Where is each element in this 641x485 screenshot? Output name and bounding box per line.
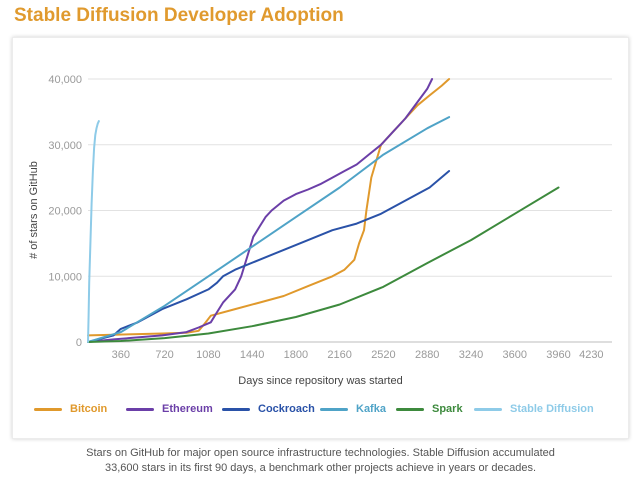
legend-label: Bitcoin [70,403,108,415]
y-tick-label: 30,000 [48,140,82,152]
legend-swatch [126,407,154,411]
legend-swatch [320,407,348,411]
y-tick-label: 0 [76,337,82,349]
x-tick-label: 2880 [415,349,439,361]
x-tick-label: 2520 [371,349,395,361]
x-tick-label: 1800 [284,349,308,361]
x-tick-label: 1080 [196,349,220,361]
legend-item-cockroach: Cockroach [222,403,315,415]
legend-item-bitcoin: Bitcoin [34,403,107,415]
caption-line-1: Stars on GitHub for major open source in… [86,447,555,459]
caption: Stars on GitHub for major open source in… [0,446,641,476]
series-lines [87,78,560,343]
x-axis-label: Days since repository was started [238,375,403,387]
y-axis-ticks: 0 10,000 20,000 30,000 40,000 [48,74,82,349]
y-tick-label: 40,000 [48,74,82,86]
legend-swatch [474,407,502,411]
x-tick-label: 3960 [546,349,570,361]
x-tick-label: 360 [112,349,130,361]
series-line-kafka [87,116,451,343]
legend-item-stable-diffusion: Stable Diffusion [474,403,594,415]
legend-label: Kafka [356,403,386,415]
x-tick-label: 3240 [459,349,483,361]
x-tick-label: 4230 [579,349,603,361]
x-tick-label: 3600 [502,349,526,361]
legend-label: Cockroach [258,403,315,415]
legend-label: Ethereum [162,403,213,415]
chart-panel [12,37,629,439]
gridlines [88,78,612,343]
series-line-ethereum [87,78,434,343]
legend-item-spark: Spark [396,403,463,415]
legend-item-ethereum: Ethereum [126,403,213,415]
y-axis-label: # of stars on GitHub [28,161,40,259]
legend-label: Spark [432,403,463,415]
legend-label: Stable Diffusion [510,403,594,415]
legend: Bitcoin Ethereum Cockroach Kafka Spark Stable… [34,403,624,417]
y-tick-label: 20,000 [48,206,82,218]
legend-swatch [222,407,250,411]
caption-line-2: 33,600 stars in its first 90 days, a ben… [104,462,537,474]
x-tick-label: 720 [155,349,173,361]
x-axis-ticks: 360 720 1080 1440 1800 2160 2520 2880 3240 3600 39… [112,349,604,361]
series-line-stable-diffusion [87,120,100,343]
legend-item-kafka: Kafka [320,403,386,415]
y-tick-label: 10,000 [48,271,82,283]
legend-swatch [396,407,424,411]
chart-title: Stable Diffusion Developer Adoption [14,5,344,26]
series-line-spark [87,186,560,343]
legend-swatch [34,407,62,411]
x-tick-label: 1440 [240,349,264,361]
series-line-cockroach [87,170,451,343]
x-tick-label: 2160 [327,349,351,361]
